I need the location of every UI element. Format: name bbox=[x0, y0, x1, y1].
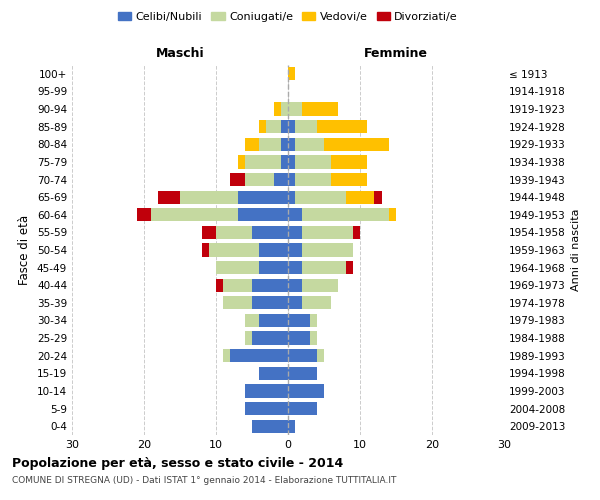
Bar bbox=[245, 402, 288, 415]
Bar bbox=[288, 349, 317, 362]
Bar bbox=[259, 366, 288, 380]
Bar bbox=[288, 420, 295, 433]
Bar bbox=[288, 102, 302, 116]
Bar bbox=[288, 226, 302, 239]
Bar bbox=[259, 244, 288, 256]
Bar bbox=[310, 332, 317, 344]
Bar bbox=[245, 173, 274, 186]
Bar bbox=[202, 226, 216, 239]
Bar bbox=[288, 402, 317, 415]
Bar bbox=[331, 156, 367, 168]
Bar bbox=[252, 420, 288, 433]
Bar bbox=[266, 120, 281, 134]
Bar bbox=[245, 384, 288, 398]
Bar bbox=[137, 208, 151, 222]
Bar bbox=[245, 156, 281, 168]
Bar bbox=[288, 314, 310, 327]
Bar bbox=[209, 244, 259, 256]
Bar bbox=[180, 190, 238, 204]
Bar bbox=[281, 138, 288, 151]
Bar bbox=[353, 226, 360, 239]
Bar bbox=[245, 314, 259, 327]
Bar bbox=[317, 120, 367, 134]
Bar bbox=[245, 138, 259, 151]
Bar bbox=[389, 208, 396, 222]
Bar bbox=[252, 226, 288, 239]
Bar bbox=[302, 208, 389, 222]
Bar bbox=[216, 261, 259, 274]
Bar bbox=[331, 173, 367, 186]
Bar bbox=[288, 190, 295, 204]
Bar bbox=[238, 208, 288, 222]
Bar bbox=[302, 244, 353, 256]
Bar bbox=[288, 138, 295, 151]
Bar bbox=[252, 296, 288, 310]
Text: Femmine: Femmine bbox=[364, 46, 428, 60]
Legend: Celibi/Nubili, Coniugati/e, Vedovi/e, Divorziati/e: Celibi/Nubili, Coniugati/e, Vedovi/e, Di… bbox=[113, 8, 463, 26]
Bar bbox=[302, 226, 353, 239]
Bar bbox=[223, 349, 230, 362]
Bar bbox=[288, 332, 310, 344]
Bar bbox=[288, 208, 302, 222]
Text: Maschi: Maschi bbox=[155, 46, 205, 60]
Bar bbox=[245, 332, 252, 344]
Bar bbox=[374, 190, 382, 204]
Bar bbox=[274, 173, 288, 186]
Text: Popolazione per età, sesso e stato civile - 2014: Popolazione per età, sesso e stato civil… bbox=[12, 458, 343, 470]
Bar bbox=[202, 244, 209, 256]
Bar bbox=[223, 278, 252, 292]
Bar bbox=[317, 349, 324, 362]
Bar bbox=[230, 173, 245, 186]
Bar bbox=[158, 190, 180, 204]
Bar bbox=[252, 278, 288, 292]
Bar bbox=[324, 138, 389, 151]
Bar bbox=[259, 314, 288, 327]
Bar bbox=[288, 384, 324, 398]
Bar bbox=[288, 67, 295, 80]
Bar bbox=[302, 102, 338, 116]
Bar bbox=[288, 278, 302, 292]
Bar bbox=[302, 278, 338, 292]
Bar bbox=[295, 138, 324, 151]
Bar bbox=[252, 332, 288, 344]
Bar bbox=[302, 296, 331, 310]
Y-axis label: Fasce di età: Fasce di età bbox=[19, 215, 31, 285]
Bar bbox=[346, 261, 353, 274]
Bar bbox=[288, 244, 302, 256]
Bar bbox=[295, 156, 331, 168]
Bar bbox=[216, 226, 252, 239]
Bar bbox=[288, 296, 302, 310]
Bar bbox=[288, 120, 295, 134]
Y-axis label: Anni di nascita: Anni di nascita bbox=[571, 209, 581, 291]
Bar bbox=[295, 120, 317, 134]
Bar bbox=[216, 278, 223, 292]
Bar bbox=[310, 314, 317, 327]
Bar bbox=[238, 156, 245, 168]
Bar bbox=[288, 261, 302, 274]
Bar bbox=[223, 296, 252, 310]
Bar bbox=[274, 102, 281, 116]
Bar bbox=[259, 261, 288, 274]
Bar bbox=[238, 190, 288, 204]
Bar bbox=[230, 349, 288, 362]
Bar bbox=[346, 190, 374, 204]
Bar bbox=[151, 208, 238, 222]
Bar bbox=[281, 120, 288, 134]
Bar bbox=[302, 261, 346, 274]
Bar bbox=[281, 102, 288, 116]
Bar bbox=[259, 120, 266, 134]
Bar bbox=[288, 156, 295, 168]
Text: COMUNE DI STREGNA (UD) - Dati ISTAT 1° gennaio 2014 - Elaborazione TUTTITALIA.IT: COMUNE DI STREGNA (UD) - Dati ISTAT 1° g… bbox=[12, 476, 397, 485]
Bar bbox=[288, 366, 317, 380]
Bar bbox=[259, 138, 281, 151]
Bar bbox=[281, 156, 288, 168]
Bar bbox=[288, 173, 295, 186]
Bar bbox=[295, 190, 346, 204]
Bar bbox=[295, 173, 331, 186]
